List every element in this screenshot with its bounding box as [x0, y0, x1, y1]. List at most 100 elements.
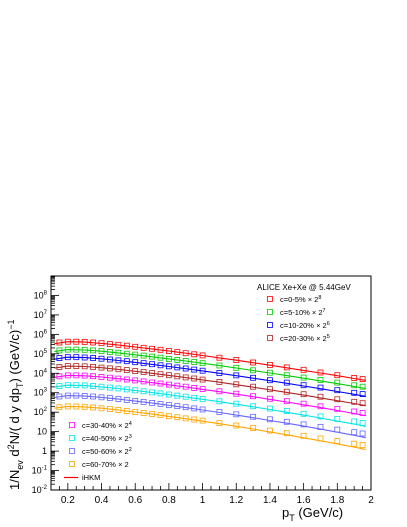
data-point-s6-17	[199, 406, 206, 413]
data-point-s1-1	[64, 346, 71, 353]
data-point-s7-3	[81, 403, 88, 410]
y-tick-exp: 6	[44, 329, 48, 335]
data-point-s7-18	[216, 420, 223, 427]
data-point-s1-23	[300, 374, 307, 381]
data-point-s0-6	[107, 341, 113, 347]
data-point-s4-19	[233, 390, 240, 397]
legend-label-sup: 3	[129, 434, 132, 440]
x-axis-title-base: p	[282, 505, 289, 520]
data-point-s7-23	[300, 432, 307, 439]
data-point-s3-8	[123, 367, 130, 374]
data-point-s3-24	[317, 393, 324, 400]
data-point-s5-12	[157, 390, 164, 397]
legend-label-2: c=10-20% × 26	[280, 321, 330, 330]
data-point-s0-24	[317, 369, 324, 376]
data-point-s4-22	[283, 398, 290, 405]
y-tick-base: 10	[34, 388, 44, 398]
data-point-s2-27	[359, 391, 366, 398]
data-point-s0-9	[132, 343, 139, 350]
data-point-s1-25	[334, 379, 341, 386]
data-point-s7-8	[123, 408, 130, 414]
data-point-s2-23	[300, 382, 307, 389]
data-point-s2-14	[174, 364, 181, 371]
data-point-s3-3	[81, 363, 88, 370]
y-tick-label: 102	[34, 407, 48, 417]
data-point-s2-10	[140, 360, 147, 367]
data-point-s2-0	[56, 355, 63, 362]
data-point-s3-6	[107, 365, 113, 372]
data-point-s0-13	[165, 348, 172, 354]
legend-label-5: c=40-50% × 23	[82, 434, 132, 443]
data-point-s0-26	[351, 374, 358, 381]
data-point-s3-26	[351, 398, 358, 405]
data-point-s5-20	[250, 403, 257, 410]
data-point-s2-25	[334, 387, 341, 394]
data-point-s2-26	[351, 389, 358, 396]
data-point-s0-19	[233, 357, 240, 363]
legend-marker-3	[267, 335, 273, 341]
data-point-s4-1	[64, 372, 71, 379]
y-tick-exp: -2	[42, 485, 48, 491]
data-point-s5-9	[132, 387, 139, 394]
y-tick-label: 103	[34, 388, 48, 398]
data-point-s6-8	[123, 396, 130, 403]
legend-label-text: c=5-10% × 2	[280, 308, 323, 317]
y-tick-exp: 3	[44, 388, 48, 394]
data-point-s2-3	[81, 354, 88, 361]
data-point-s7-4	[90, 404, 96, 411]
x-tick-label: 0.2	[61, 495, 75, 506]
data-point-s1-2	[73, 346, 80, 353]
data-point-s7-15	[182, 415, 189, 422]
data-point-s6-24	[317, 424, 324, 430]
data-point-s4-8	[123, 376, 130, 383]
data-point-s1-4	[90, 347, 96, 354]
data-point-s7-5	[98, 405, 105, 412]
data-point-s5-24	[317, 413, 324, 420]
data-point-s6-5	[98, 394, 105, 401]
data-point-s1-12	[157, 354, 164, 361]
data-point-s1-27	[359, 383, 366, 390]
data-point-s2-1	[64, 354, 71, 361]
x-tick-label: 1.4	[263, 495, 277, 506]
data-point-s4-9	[132, 377, 139, 384]
data-point-s3-17	[199, 376, 206, 383]
y-tick-exp: 4	[44, 368, 48, 374]
data-point-s3-5	[98, 364, 105, 371]
data-point-s1-14	[174, 356, 181, 363]
data-point-s3-14	[174, 373, 181, 380]
data-point-s5-13	[165, 391, 172, 398]
data-point-s2-22	[283, 379, 290, 386]
data-point-s5-6	[107, 384, 113, 391]
data-point-s2-11	[149, 361, 156, 368]
y-axis-title-a-sub: ev	[15, 460, 25, 470]
data-point-s1-5	[98, 348, 105, 355]
data-point-s3-11	[149, 370, 156, 377]
data-point-s7-13	[165, 413, 172, 420]
y-tick-label: 1	[42, 446, 47, 456]
legend-label-sup: 2	[129, 447, 132, 453]
data-point-s3-25	[334, 396, 341, 403]
data-point-s2-6	[107, 356, 113, 363]
data-point-s5-7	[115, 385, 122, 392]
x-tick-label: 1	[200, 495, 206, 506]
data-point-s2-16	[191, 366, 198, 373]
data-point-s2-5	[98, 355, 105, 362]
data-point-s2-19	[233, 372, 240, 379]
data-point-s4-25	[334, 405, 341, 412]
data-point-s3-15	[182, 374, 189, 381]
data-point-s2-7	[115, 357, 122, 364]
data-point-s1-18	[216, 362, 223, 369]
data-point-s3-0	[56, 364, 63, 370]
data-point-s3-12	[157, 371, 164, 378]
data-point-s6-7	[115, 396, 122, 402]
data-point-s0-21	[266, 361, 273, 368]
data-point-s4-10	[140, 378, 147, 385]
data-point-s6-26	[351, 429, 358, 436]
data-point-s6-6	[107, 395, 113, 402]
legend-marker-6	[69, 448, 75, 454]
data-point-s5-16	[191, 394, 198, 401]
data-point-s3-1	[64, 363, 71, 370]
annotation-text: ALICE Xe+Xe @ 5.44GeV	[257, 283, 351, 292]
y-tick-label: 106	[34, 329, 48, 339]
